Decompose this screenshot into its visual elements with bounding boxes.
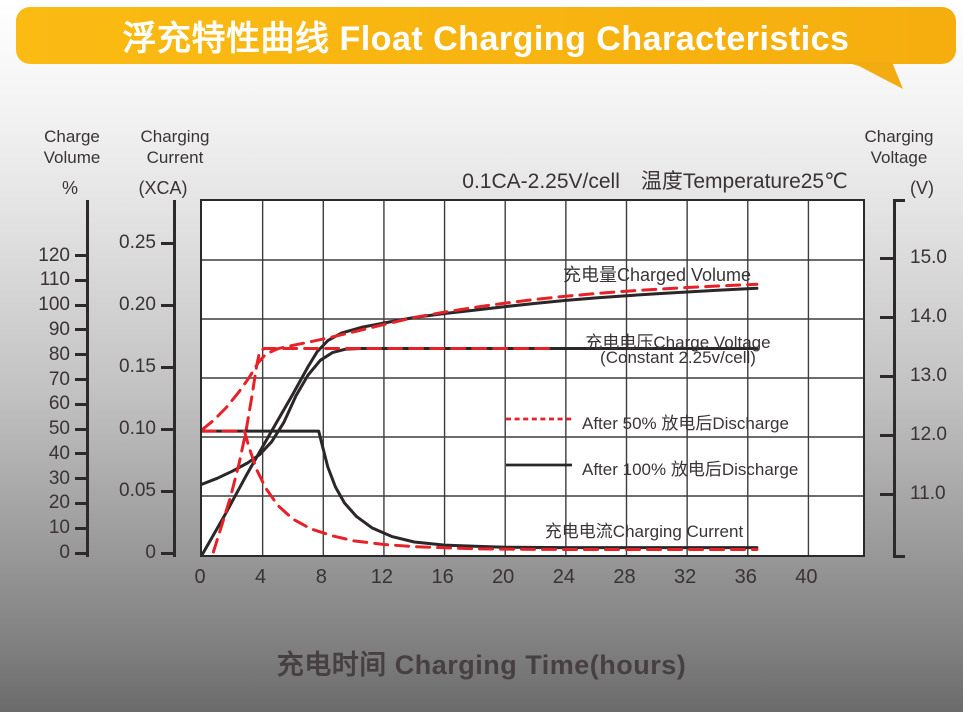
current-axis-tick [161,427,174,431]
chart-canvas [202,201,863,555]
voltage-axis-tick [880,492,894,496]
charging-voltage-axis-unit: (V) [910,178,934,198]
charging-current-axis-title: Charging Current [140,127,210,167]
page-title: 浮充特性曲线 Float Charging Characteristics [122,20,850,58]
volume-axis-tick [75,477,87,481]
x-tick-label: 40 [795,566,818,588]
voltage-axis-tick [880,256,894,260]
volume-axis-tick [75,452,87,456]
charge-voltage-after-50pct-discharge-curve [211,347,553,554]
volume-axis-tick [75,303,87,307]
x-tick-label: 20 [492,566,515,588]
voltage-tick-label: 13.0 [910,365,947,386]
x-tick-label: 4 [255,566,267,588]
volume-axis-tick [75,278,87,282]
voltage-axis-top-cap [893,199,905,202]
volume-tick-label: 0 [59,542,70,563]
legend-solid-line-sample [506,463,572,467]
current-tick-label: 0.10 [119,418,156,440]
charge-voltage-annotation-line1: 充电电压Charge Voltage [585,333,771,352]
volume-tick-label: 100 [38,294,70,316]
volume-axis-tick [75,526,87,530]
volume-tick-label: 30 [48,467,70,489]
volume-axis-tick [75,402,87,406]
voltage-tick-label: 15.0 [910,247,947,268]
voltage-axis-bottom-cap [893,555,905,558]
charging-voltage-axis-title: Charging Voltage [864,127,934,167]
volume-tick-label: 10 [48,517,70,539]
charged-volume-after-50pct-discharge-curve [202,282,759,432]
voltage-tick-label: 14.0 [910,306,947,327]
chart-plot-area: 充电量Charged Volume 充电电压Charge Voltage (Co… [200,199,865,557]
charge-volume-axis-unit: % [61,178,78,198]
current-tick-label: 0 [145,542,156,563]
volume-axis-tick [75,501,87,505]
volume-tick-label: 40 [48,442,70,464]
voltage-tick-label: 12.0 [910,424,947,445]
current-axis-tick [161,365,174,369]
x-tick-label: 16 [431,566,454,588]
voltage-axis-line [893,199,896,558]
charging-current-after-50pct-discharge-curve [202,429,759,551]
x-tick-label: 28 [613,566,636,588]
charged-volume-annotation: 充电量Charged Volume [562,265,752,285]
volume-tick-label: 110 [39,269,70,291]
banner-tail-shape [845,62,903,89]
voltage-axis-tick [880,315,894,319]
volume-axis-tick [75,353,87,357]
volume-axis-tick [75,551,87,555]
charging-current-after-100pct-discharge-curve [202,429,759,550]
title-banner: 浮充特性曲线 Float Charging Characteristics [16,7,956,64]
volume-tick-label: 80 [48,343,70,365]
x-tick-label: 36 [734,566,757,588]
charge-voltage-annotation-line2: (Constant 2.25v/cell) [600,348,756,367]
volume-tick-label: 70 [48,368,70,390]
x-axis-title: 充电时间 Charging Time(hours) [276,650,687,680]
charging-current-annotation: 充电电流Charging Current [544,522,744,541]
volume-axis-line [86,200,89,557]
current-axis-tick [161,551,174,555]
volume-axis-tick [75,378,87,381]
volume-tick-label: 120 [38,244,70,266]
volume-axis-tick [75,328,87,332]
voltage-tick-label: 11.0 [910,483,946,504]
volume-tick-label: 20 [48,492,70,514]
current-tick-label: 0.05 [119,480,156,501]
volume-axis-tick [75,427,87,431]
current-axis-tick [161,489,174,493]
current-tick-label: 0.25 [119,232,156,254]
x-tick-label: 12 [370,566,394,588]
x-tick-label: 32 [673,566,697,588]
legend-after-100-label: After 100% 放电后Discharge [582,460,799,479]
charging-current-axis-unit: (XCA) [138,178,188,198]
volume-tick-label: 60 [48,393,70,415]
legend-after-50-label: After 50% 放电后Discharge [582,414,789,433]
volume-axis-tick [75,254,87,257]
volume-tick-label: 50 [48,418,70,440]
volume-tick-label: 90 [48,318,70,340]
current-tick-label: 0.20 [119,294,156,316]
charge-volume-axis-title: Charge Volume [43,127,101,167]
current-axis-tick [161,303,174,307]
voltage-axis-tick [880,374,894,378]
x-tick-label: 0 [194,566,206,588]
current-axis-tick [161,241,174,245]
current-tick-label: 0.15 [119,356,156,378]
voltage-axis-tick [880,433,894,437]
current-axis-line [173,200,176,557]
chart-condition-title: 0.1CA-2.25V/cell 温度Temperature25℃ [462,170,848,193]
legend-dashed-line-sample [506,417,572,421]
charge-voltage-after-100pct-discharge-curve [202,347,759,486]
x-tick-label: 24 [552,566,576,588]
x-tick-label: 8 [315,566,327,588]
